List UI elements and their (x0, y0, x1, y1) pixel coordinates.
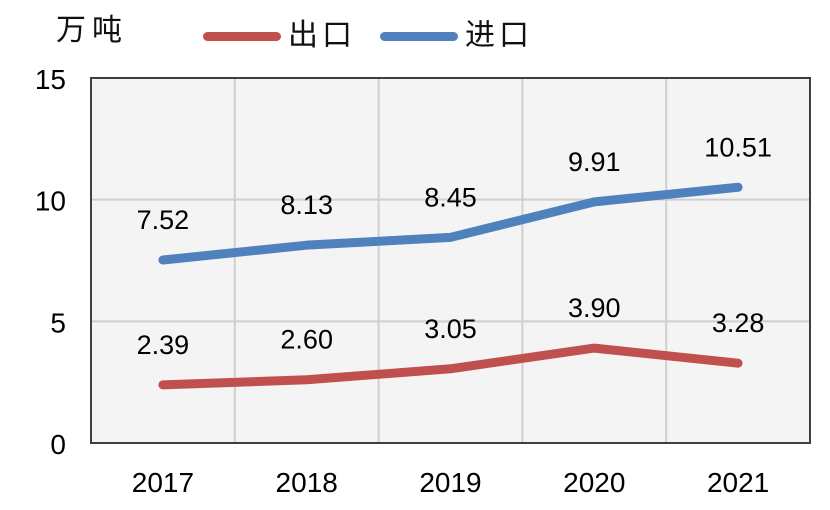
export-series-label: 出口 (288, 18, 356, 53)
import-series-line (158, 182, 743, 265)
y-axis-unit-label: 万吨 (56, 13, 128, 48)
y-tick-label: 5 (50, 307, 66, 338)
x-tick-label: 2019 (419, 467, 481, 498)
plot-border (90, 77, 811, 444)
y-tick-label: 0 (50, 429, 66, 460)
export-data-label: 3.05 (424, 314, 477, 344)
import-series-label: 进口 (465, 18, 533, 53)
import-data-label: 9.91 (568, 147, 621, 177)
export-data-label: 2.60 (280, 325, 333, 355)
x-tick-label: 2020 (563, 467, 625, 498)
export-series-line (158, 343, 743, 390)
import-data-label: 8.45 (424, 182, 477, 212)
x-tick-label: 2017 (132, 467, 194, 498)
chart-legend: 出口 进口 (203, 19, 557, 53)
export-data-label: 3.90 (568, 293, 621, 323)
y-tick-label: 10 (35, 186, 66, 217)
x-tick-label: 2018 (276, 467, 338, 498)
legend-item-import: 进口 (380, 19, 533, 53)
x-tick-label: 2021 (707, 467, 769, 498)
import-data-label: 7.52 (137, 205, 190, 235)
y-tick-label: 15 (35, 64, 66, 95)
legend-item-export: 出口 (203, 19, 356, 53)
import-data-label: 10.51 (704, 132, 772, 162)
export-data-label: 2.39 (137, 330, 190, 360)
import-data-label: 8.13 (280, 190, 333, 220)
export-series-swatch-icon (203, 31, 281, 41)
import-series-swatch-icon (380, 31, 458, 41)
export-data-label: 3.28 (712, 308, 765, 338)
